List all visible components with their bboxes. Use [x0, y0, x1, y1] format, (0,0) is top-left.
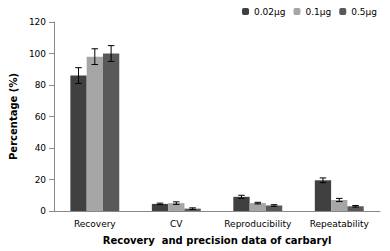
svg-text:Percentage (%): Percentage (%)	[8, 73, 19, 160]
svg-text:100: 100	[29, 49, 46, 59]
svg-text:Recovery: Recovery	[74, 219, 116, 229]
svg-text:CV: CV	[170, 219, 183, 229]
svg-text:60: 60	[35, 112, 47, 122]
svg-text:Recovery and precision data o: Recovery and precision data of carbaryl	[103, 235, 332, 246]
svg-text:0.5μg: 0.5μg	[351, 7, 377, 17]
svg-text:Repeatability: Repeatability	[310, 219, 370, 229]
svg-text:120: 120	[29, 17, 46, 27]
svg-text:0.1μg: 0.1μg	[305, 7, 331, 17]
svg-text:0.02μg: 0.02μg	[254, 7, 285, 17]
svg-text:Reproducibility: Reproducibility	[224, 219, 292, 229]
svg-text:0: 0	[40, 206, 46, 216]
svg-text:20: 20	[35, 175, 47, 185]
svg-text:40: 40	[35, 143, 47, 153]
svg-text:80: 80	[35, 80, 47, 90]
